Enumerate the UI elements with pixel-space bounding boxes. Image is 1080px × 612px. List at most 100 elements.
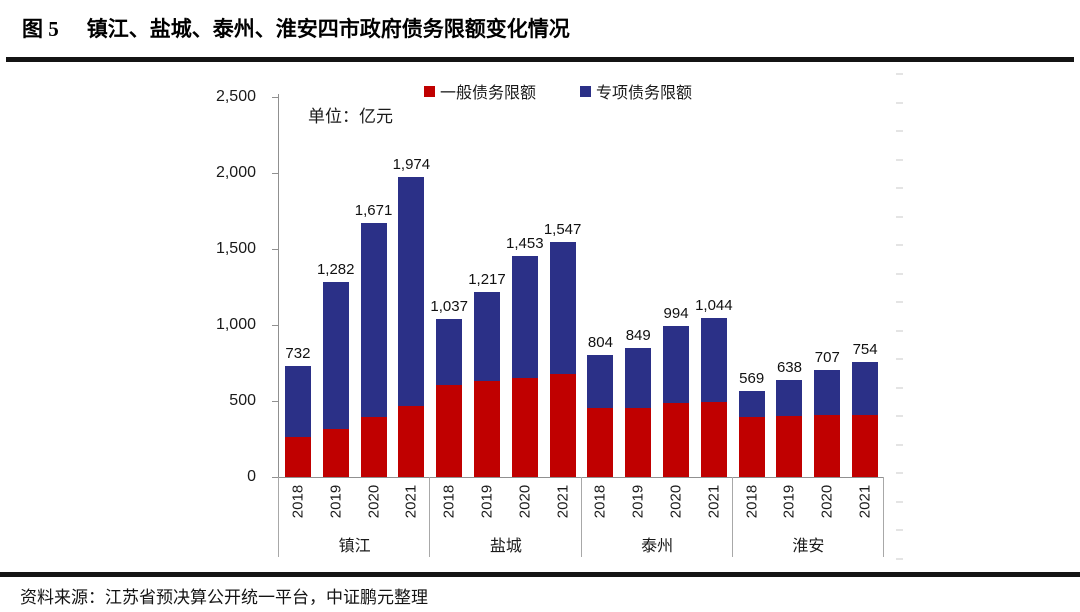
bar-segment-general: [511, 378, 538, 477]
x-axis-year-label: 2020: [818, 484, 836, 519]
right-axis-tick: [896, 386, 903, 389]
x-axis-year-label: 2020: [667, 484, 685, 519]
x-axis-year-label: 2020: [516, 484, 534, 519]
x-axis-year-label: 2021: [554, 484, 572, 519]
bar-segment-general: [284, 437, 311, 477]
bar-segment-general: [814, 414, 841, 477]
right-axis-tick: [896, 187, 903, 189]
x-axis-year-label: 2019: [629, 484, 647, 519]
legend: 一般债务限额 专项债务限额: [424, 79, 692, 103]
bar-segment-special: [738, 390, 765, 417]
bar-segment-general: [360, 416, 387, 477]
x-axis-year-label: 2019: [780, 484, 798, 519]
x-axis-year-label: 2018: [743, 484, 761, 519]
right-axis-tick: [896, 73, 903, 75]
bar-total-label: 1,217: [468, 271, 506, 289]
y-axis-tick-label: 1,500: [215, 240, 256, 257]
x-axis-year-label: 2021: [856, 484, 874, 519]
x-axis-group-label: 盐城: [489, 538, 522, 555]
bar-segment-general: [436, 385, 463, 477]
x-axis-group-divider: [580, 477, 582, 557]
right-axis-tick: [896, 101, 903, 104]
bar-segment-general: [663, 403, 690, 477]
y-axis-tick-label: 1,000: [215, 316, 256, 333]
bar-total-label: 1,282: [316, 261, 355, 279]
y-axis-tick: [272, 173, 278, 174]
figure-title-text: 镇江、盐城、泰州、淮安四市政府债务限额变化情况: [86, 17, 570, 41]
bar-total-label: 638: [776, 359, 802, 377]
legend-swatch-general-icon: [424, 85, 435, 97]
bar-total-label: 1,671: [354, 202, 393, 219]
right-axis-tick: [896, 358, 903, 360]
legend-item-general: 一般债务限额: [424, 79, 536, 103]
bar-segment-general: [322, 429, 349, 477]
bar-total-label: 754: [852, 341, 878, 359]
bar-segment-special: [284, 365, 311, 438]
bottom-divider: [0, 572, 1080, 577]
right-axis-tick: [896, 500, 903, 503]
y-axis-tick: [272, 401, 278, 402]
right-axis-tick: [896, 158, 903, 161]
y-axis-tick: [272, 325, 278, 326]
legend-item-special: 专项债务限额: [580, 79, 692, 103]
y-axis-tick-label: 500: [229, 392, 256, 409]
x-axis-group-divider: [278, 477, 279, 557]
bar-segment-special: [549, 241, 576, 375]
bar-total-label: 1,044: [695, 297, 733, 315]
x-axis-group-divider: [883, 477, 884, 557]
bar-total-label: 994: [663, 304, 689, 322]
x-axis-year-label: 2020: [365, 484, 383, 519]
bar-segment-special: [663, 325, 690, 404]
bar-segment-general: [473, 381, 500, 477]
bar-total-label: 569: [739, 369, 765, 387]
right-axis-tick: [896, 244, 903, 246]
y-axis-tick: [272, 97, 278, 98]
right-axis-tick: [896, 557, 903, 560]
right-axis-tick: [896, 329, 903, 332]
x-axis-year-label: 2018: [289, 484, 307, 519]
bar-total-label: 1,974: [392, 155, 431, 173]
bar-segment-special: [776, 380, 803, 417]
legend-swatch-special-icon: [580, 85, 592, 97]
x-axis-year-label: 2019: [327, 484, 345, 519]
bar-segment-special: [398, 176, 425, 407]
y-axis-tick-label: 2,000: [215, 164, 256, 181]
bar-total-label: 707: [814, 348, 840, 366]
bar-segment-general: [738, 416, 765, 477]
bar-segment-general: [549, 374, 576, 477]
unit-label: 单位：亿元: [308, 107, 393, 126]
bar-segment-special: [852, 362, 879, 415]
bar-segment-special: [625, 347, 652, 408]
figure-label: 图 5: [22, 17, 59, 41]
right-axis-tick: [896, 215, 903, 218]
y-axis-tick-label: 2,500: [215, 88, 256, 105]
right-axis-tick: [896, 529, 903, 531]
bar-segment-general: [700, 401, 727, 477]
y-axis-tick: [272, 249, 278, 250]
legend-label-general: 一般债务限额: [440, 85, 537, 102]
x-axis-group-divider: [429, 477, 431, 557]
y-axis-tick: [272, 477, 278, 478]
bar-total-label: 1,547: [543, 220, 582, 238]
bar-segment-general: [398, 406, 425, 477]
top-divider: [6, 57, 1074, 62]
y-axis-line: [278, 94, 279, 477]
bar-segment-general: [587, 407, 614, 477]
source-note: 资料来源：江苏省预决算公开统一平台，中证鹏元整理: [20, 588, 428, 607]
right-axis-tick: [896, 472, 903, 474]
bar-segment-special: [511, 256, 538, 379]
bar-segment-special: [436, 319, 463, 386]
bar-segment-special: [700, 318, 727, 402]
x-axis-group-label: 泰州: [641, 538, 674, 555]
bar-segment-special: [322, 282, 349, 430]
figure-title: 图 5 镇江、盐城、泰州、淮安四市政府债务限额变化情况: [22, 13, 570, 43]
bar-segment-general: [625, 407, 652, 477]
x-axis-year-label: 2021: [402, 484, 420, 519]
bar-total-label: 1,453: [506, 235, 544, 253]
right-axis-tick: [896, 443, 903, 446]
x-axis-year-label: 2018: [440, 484, 458, 519]
bar-total-label: 1,037: [430, 298, 468, 316]
bar-segment-special: [587, 354, 614, 408]
right-axis-tick: [896, 272, 903, 275]
